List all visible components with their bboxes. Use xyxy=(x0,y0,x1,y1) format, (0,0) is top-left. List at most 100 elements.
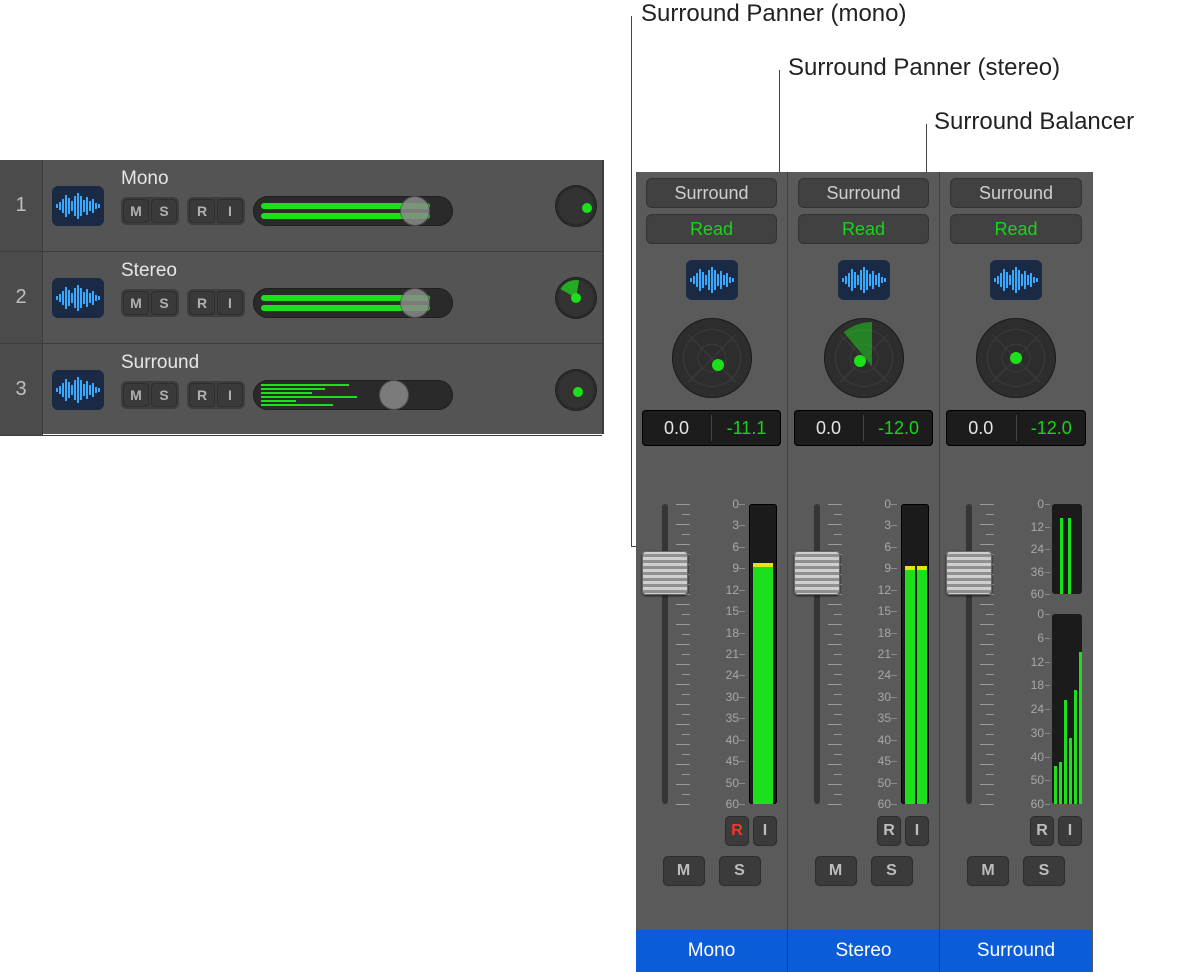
output-slot[interactable]: Surround xyxy=(798,178,929,208)
record-enable-button[interactable]: R xyxy=(189,291,215,315)
meter-scale-label: 9 xyxy=(711,561,739,575)
mixer: SurroundRead0.0-11.103691215182124303540… xyxy=(636,172,1093,972)
automation-mode[interactable]: Read xyxy=(646,214,777,244)
volume-thumb[interactable] xyxy=(401,289,429,317)
waveform-icon[interactable] xyxy=(686,260,738,300)
meter-scale-label: 24 xyxy=(1016,542,1044,556)
output-slot[interactable]: Surround xyxy=(950,178,1082,208)
meter-scale-label: 30 xyxy=(711,690,739,704)
automation-mode[interactable]: Read xyxy=(950,214,1082,244)
meter-scale-label: 15 xyxy=(711,604,739,618)
input-monitor-button[interactable]: I xyxy=(753,816,777,846)
record-enable-button[interactable]: R xyxy=(877,816,901,846)
channel-name[interactable]: Stereo xyxy=(788,930,939,972)
level-readout[interactable]: 0.0-12.0 xyxy=(794,410,933,446)
channel-strip: SurroundRead0.0-12.001224366006121824304… xyxy=(940,172,1092,972)
track-row[interactable]: 3 Surround MSRI xyxy=(0,344,602,436)
callout-balancer: Surround Balancer xyxy=(934,108,1134,136)
meter-scale-label: 60 xyxy=(1016,797,1044,811)
solo-button[interactable]: S xyxy=(719,856,761,886)
track-icon-cell[interactable] xyxy=(43,344,113,435)
volume-slider[interactable] xyxy=(253,380,453,410)
fader-track[interactable] xyxy=(966,504,972,804)
fader-knob[interactable] xyxy=(794,551,840,595)
track-number: 3 xyxy=(0,344,43,435)
track-row[interactable]: 1MonoMSRI xyxy=(0,160,602,252)
pan-knob[interactable] xyxy=(556,278,596,318)
track-row[interactable]: 2 Stereo MSRI xyxy=(0,252,602,344)
meter-scale-label: 0 xyxy=(711,497,739,511)
track-name: Stereo xyxy=(121,260,596,282)
input-monitor-button[interactable]: I xyxy=(217,199,243,223)
channel-strip: SurroundRead0.0-11.103691215182124303540… xyxy=(636,172,788,972)
meter-scale-label: 35 xyxy=(863,711,891,725)
fader-knob[interactable] xyxy=(946,551,992,595)
track-list: 1MonoMSRI2StereoMSRI3SurroundMSRI xyxy=(0,160,604,434)
mute-button[interactable]: M xyxy=(123,291,149,315)
meter-scale-label: 40 xyxy=(863,733,891,747)
channel-name[interactable]: Mono xyxy=(636,930,787,972)
waveform-icon[interactable] xyxy=(838,260,890,300)
callout-stereo: Surround Panner (stereo) xyxy=(788,54,1060,82)
input-monitor-button[interactable]: I xyxy=(1058,816,1082,846)
solo-button[interactable]: S xyxy=(151,383,177,407)
track-icon-cell[interactable] xyxy=(43,252,113,343)
solo-button[interactable]: S xyxy=(151,291,177,315)
record-enable-button[interactable]: R xyxy=(725,816,749,846)
meter-scale-label: 21 xyxy=(863,647,891,661)
level-readout[interactable]: 0.0-11.1 xyxy=(642,410,781,446)
meter-scale-label: 12 xyxy=(863,583,891,597)
record-enable-button[interactable]: R xyxy=(1030,816,1054,846)
meter-scale-label: 50 xyxy=(711,776,739,790)
volume-thumb[interactable] xyxy=(380,381,408,409)
level-readout[interactable]: 0.0-12.0 xyxy=(946,410,1086,446)
mute-button[interactable]: M xyxy=(123,383,149,407)
input-monitor-button[interactable]: I xyxy=(905,816,929,846)
waveform-icon xyxy=(52,278,104,318)
gain-readout: 0.0 xyxy=(794,418,863,439)
solo-button[interactable]: S xyxy=(1023,856,1065,886)
surround-panner[interactable] xyxy=(672,318,752,398)
input-monitor-button[interactable]: I xyxy=(217,291,243,315)
channel-name[interactable]: Surround xyxy=(940,930,1092,972)
automation-mode[interactable]: Read xyxy=(798,214,929,244)
meter-scale-label: 60 xyxy=(1016,587,1044,601)
track-name: Surround xyxy=(121,352,596,374)
record-enable-button[interactable]: R xyxy=(189,383,215,407)
fader-track[interactable] xyxy=(814,504,820,804)
track-number: 1 xyxy=(0,160,43,251)
gain-readout: 0.0 xyxy=(642,418,711,439)
volume-thumb[interactable] xyxy=(401,197,429,225)
meter-scale-label: 0 xyxy=(1016,497,1044,511)
track-number: 2 xyxy=(0,252,43,343)
meter-scale-label: 18 xyxy=(1016,678,1044,692)
solo-button[interactable]: S xyxy=(151,199,177,223)
mute-button[interactable]: M xyxy=(967,856,1009,886)
track-icon-cell[interactable] xyxy=(43,160,113,251)
peak-readout: -12.0 xyxy=(1017,418,1087,439)
volume-slider[interactable] xyxy=(253,196,453,226)
mute-button[interactable]: M xyxy=(663,856,705,886)
meter-scale-label: 18 xyxy=(863,626,891,640)
meter-scale-label: 21 xyxy=(711,647,739,661)
input-monitor-button[interactable]: I xyxy=(217,383,243,407)
fader-knob[interactable] xyxy=(642,551,688,595)
surround-panner[interactable] xyxy=(824,318,904,398)
fader-track[interactable] xyxy=(662,504,668,804)
callout-mono: Surround Panner (mono) xyxy=(641,0,906,28)
solo-button[interactable]: S xyxy=(871,856,913,886)
meter-scale-label: 24 xyxy=(711,668,739,682)
pan-knob[interactable] xyxy=(556,370,596,410)
pan-knob[interactable] xyxy=(556,186,596,226)
waveform-icon[interactable] xyxy=(990,260,1042,300)
record-enable-button[interactable]: R xyxy=(189,199,215,223)
meter-scale-label: 60 xyxy=(711,797,739,811)
level-meter: 03691215182124303540455060 xyxy=(857,504,929,804)
meter-scale-label: 30 xyxy=(863,690,891,704)
level-meter: 03691215182124303540455060 xyxy=(705,504,777,804)
mute-button[interactable]: M xyxy=(123,199,149,223)
surround-panner[interactable] xyxy=(976,318,1056,398)
volume-slider[interactable] xyxy=(253,288,453,318)
mute-button[interactable]: M xyxy=(815,856,857,886)
output-slot[interactable]: Surround xyxy=(646,178,777,208)
